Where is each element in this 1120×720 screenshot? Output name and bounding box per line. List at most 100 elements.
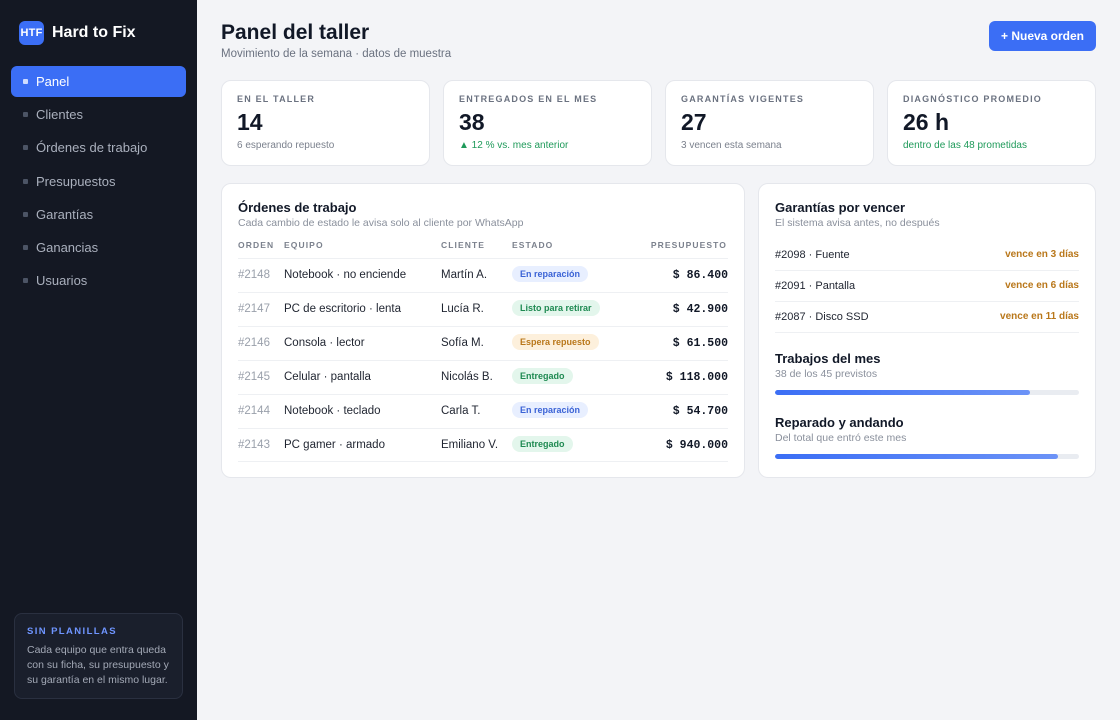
stat-value: 38 xyxy=(459,109,485,135)
warranty-item[interactable]: #2087 · Disco SSD vence en 11 días xyxy=(775,302,1079,333)
order-id: #2144 xyxy=(238,405,270,417)
stat-card-en-taller: EN EL TALLER 14 6 esperando repuesto xyxy=(221,80,430,166)
progress-fill xyxy=(775,390,1031,395)
sidebar-item-label: Órdenes de trabajo xyxy=(36,140,148,156)
stat-note: 6 esperando repuesto xyxy=(237,140,335,151)
warranty-due: vence en 6 días xyxy=(1005,280,1079,291)
promo-text: Cada equipo que entra queda con su ficha… xyxy=(27,644,169,686)
stat-value: 27 xyxy=(681,109,707,135)
nav-dot-icon xyxy=(23,211,28,217)
month-jobs-title: Trabajos del mes xyxy=(775,351,881,366)
order-id: #2148 xyxy=(238,269,270,281)
stat-label: GARANTÍAS VIGENTES xyxy=(681,94,805,104)
order-equipment: PC de escritorio · lenta xyxy=(284,303,401,315)
status-badge: En reparación xyxy=(512,266,589,282)
column-header-orden[interactable]: ORDEN xyxy=(238,240,275,250)
warranty-due: vence en 11 días xyxy=(1000,311,1079,322)
sidebar-item-label: Ganancias xyxy=(36,239,99,255)
column-header-estado[interactable]: ESTADO xyxy=(512,240,554,250)
sidebar-item-ganancias[interactable]: Ganancias xyxy=(11,232,186,263)
order-equipment: Consola · lector xyxy=(284,337,365,349)
sidebar-item-label: Usuarios xyxy=(36,273,88,289)
warranties-title: Garantías por vencer xyxy=(775,200,906,215)
order-budget: $ 118.000 xyxy=(665,371,728,384)
repaired-progress: Reparado y andando Del total que entró e… xyxy=(775,415,1079,459)
month-jobs-progress: Trabajos del mes 38 de los 45 previstos xyxy=(775,351,1079,395)
sidebar-item-usuarios[interactable]: Usuarios xyxy=(11,265,186,296)
status-badge: Listo para retirar xyxy=(512,300,600,316)
order-equipment: PC gamer · armado xyxy=(284,439,385,451)
nav-dot-icon xyxy=(23,244,28,250)
status-badge: Entregado xyxy=(512,368,573,384)
table-row[interactable]: #2144 Notebook · teclado Carla T. En rep… xyxy=(238,394,728,428)
stat-card-garantias: GARANTÍAS VIGENTES 27 3 vencen esta sema… xyxy=(665,80,874,166)
promo-title: SIN PLANILLAS xyxy=(27,626,117,637)
status-badge: Espera repuesto xyxy=(512,334,599,350)
column-header-cliente[interactable]: CLIENTE xyxy=(441,240,486,250)
progress-track xyxy=(775,390,1079,395)
new-order-button[interactable]: + Nueva orden xyxy=(989,21,1096,51)
table-row[interactable]: #2147 PC de escritorio · lenta Lucía R. … xyxy=(238,292,728,326)
progress-fill xyxy=(775,454,1058,459)
stat-card-entregados: ENTREGADOS EN EL MES 38 ▲ 12 % vs. mes a… xyxy=(443,80,652,166)
stat-label: ENTREGADOS EN EL MES xyxy=(459,94,598,104)
brand-logo: HTF xyxy=(19,21,44,45)
order-client: Lucía R. xyxy=(441,303,484,315)
stat-label: DIAGNÓSTICO PROMEDIO xyxy=(903,94,1043,104)
brand[interactable]: HTF Hard to Fix xyxy=(19,21,136,45)
warranty-label: #2087 · Disco SSD xyxy=(775,311,869,323)
table-row[interactable]: #2143 PC gamer · armado Emiliano V. Entr… xyxy=(238,428,728,462)
sidebar-item-label: Panel xyxy=(36,74,70,89)
order-equipment: Notebook · teclado xyxy=(284,405,381,417)
order-id: #2145 xyxy=(238,371,270,383)
nav-dot-icon xyxy=(23,278,28,284)
sidebar-item-presupuestos[interactable]: Presupuestos xyxy=(11,166,186,197)
order-client: Martín A. xyxy=(441,269,488,281)
sidebar-item-label: Garantías xyxy=(36,206,94,222)
table-row[interactable]: #2148 Notebook · no enciende Martín A. E… xyxy=(238,258,728,292)
order-id: #2146 xyxy=(238,337,270,349)
warranty-label: #2091 · Pantalla xyxy=(775,280,856,292)
sidebar-item-garantias[interactable]: Garantías xyxy=(11,199,186,230)
nav-dot-icon xyxy=(23,112,28,118)
order-client: Carla T. xyxy=(441,405,481,417)
nav-dot-icon xyxy=(23,79,28,84)
stat-note: ▲ 12 % vs. mes anterior xyxy=(459,140,569,151)
sidebar-item-ordenes[interactable]: Órdenes de trabajo xyxy=(11,132,186,163)
nav-dot-icon xyxy=(23,178,28,184)
order-client: Sofía M. xyxy=(441,337,484,349)
sidebar: HTF Hard to Fix Panel Clientes Órdenes d… xyxy=(0,0,197,720)
order-budget: $ 61.500 xyxy=(672,337,728,350)
order-budget: $ 54.700 xyxy=(672,405,728,418)
stat-label: EN EL TALLER xyxy=(237,94,316,104)
month-jobs-subtitle: 38 de los 45 previstos xyxy=(775,368,878,380)
warranty-item[interactable]: #2091 · Pantalla vence en 6 días xyxy=(775,271,1079,302)
table-row[interactable]: #2146 Consola · lector Sofía M. Espera r… xyxy=(238,326,728,360)
repaired-subtitle: Del total que entró este mes xyxy=(775,432,907,444)
stat-note: dentro de las 48 prometidas xyxy=(903,140,1027,151)
repaired-title: Reparado y andando xyxy=(775,415,904,430)
warranty-due: vence en 3 días xyxy=(1005,249,1079,260)
page-subtitle: Movimiento de la semana · datos de muest… xyxy=(221,48,452,60)
order-budget: $ 42.900 xyxy=(672,303,728,316)
stat-card-diagnostico: DIAGNÓSTICO PROMEDIO 26 h dentro de las … xyxy=(887,80,1096,166)
sidebar-item-clientes[interactable]: Clientes xyxy=(11,99,186,130)
warranties-header: Garantías por vencer El sistema avisa an… xyxy=(775,200,940,229)
status-badge: Entregado xyxy=(512,436,573,452)
order-client: Nicolás B. xyxy=(441,371,493,383)
orders-header: Órdenes de trabajo Cada cambio de estado… xyxy=(238,200,523,229)
table-row[interactable]: #2145 Celular · pantalla Nicolás B. Entr… xyxy=(238,360,728,394)
column-header-equipo[interactable]: EQUIPO xyxy=(284,240,324,250)
column-header-presupuesto[interactable]: PRESUPUESTO xyxy=(650,240,727,250)
warranties-card: Garantías por vencer El sistema avisa an… xyxy=(758,183,1096,478)
warranty-item[interactable]: #2098 · Fuente vence en 3 días xyxy=(775,240,1079,271)
nav-dot-icon xyxy=(23,145,28,151)
page-title: Panel del taller xyxy=(221,21,370,44)
order-equipment: Notebook · no enciende xyxy=(284,269,407,281)
sidebar-item-label: Presupuestos xyxy=(36,173,116,189)
stat-value: 26 h xyxy=(903,109,950,135)
orders-title: Órdenes de trabajo xyxy=(238,200,357,215)
sidebar-item-panel[interactable]: Panel xyxy=(11,66,186,97)
order-client: Emiliano V. xyxy=(441,439,499,451)
order-id: #2147 xyxy=(238,303,270,315)
